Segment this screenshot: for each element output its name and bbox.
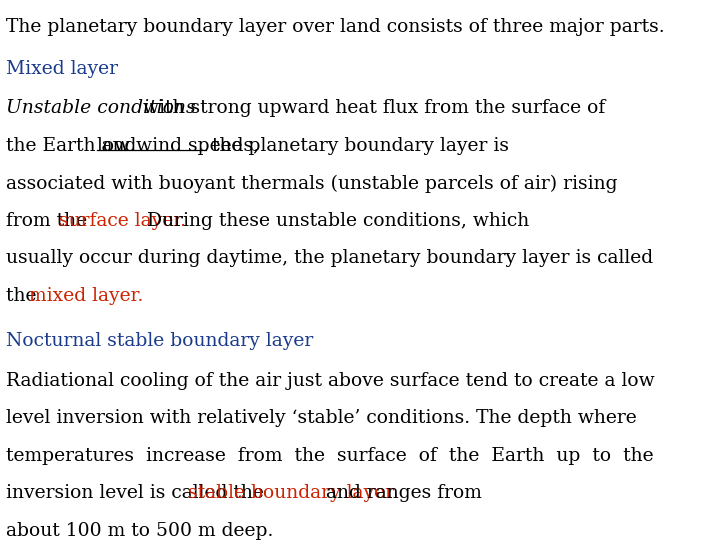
Text: the Earth and: the Earth and bbox=[6, 137, 143, 154]
Text: associated with buoyant thermals (unstable parcels of air) rising: associated with buoyant thermals (unstab… bbox=[6, 174, 618, 193]
Text: from the: from the bbox=[6, 212, 94, 230]
Text: Nocturnal stable boundary layer: Nocturnal stable boundary layer bbox=[6, 332, 313, 350]
Text: the planetary boundary layer is: the planetary boundary layer is bbox=[206, 137, 509, 154]
Text: mixed layer.: mixed layer. bbox=[30, 287, 144, 305]
Text: low wind speeds,: low wind speeds, bbox=[97, 137, 259, 154]
Text: inversion level is called the: inversion level is called the bbox=[6, 484, 270, 502]
Text: and ranges from: and ranges from bbox=[320, 484, 482, 502]
Text: Radiational cooling of the air just above surface tend to create a low: Radiational cooling of the air just abov… bbox=[6, 372, 654, 390]
Text: the: the bbox=[6, 287, 42, 305]
Text: with strong upward heat flux from the surface of: with strong upward heat flux from the su… bbox=[137, 99, 605, 117]
Text: Unstable conditions: Unstable conditions bbox=[6, 99, 196, 117]
Text: about 100 m to 500 m deep.: about 100 m to 500 m deep. bbox=[6, 522, 274, 540]
Text: The planetary boundary layer over land consists of three major parts.: The planetary boundary layer over land c… bbox=[6, 18, 665, 36]
Text: surface layer.: surface layer. bbox=[59, 212, 186, 230]
Text: Mixed layer: Mixed layer bbox=[6, 59, 118, 78]
Text: usually occur during daytime, the planetary boundary layer is called: usually occur during daytime, the planet… bbox=[6, 249, 653, 267]
Text: stable boundary layer: stable boundary layer bbox=[188, 484, 394, 502]
Text: temperatures  increase  from  the  surface  of  the  Earth  up  to  the: temperatures increase from the surface o… bbox=[6, 447, 654, 465]
Text: During these unstable conditions, which: During these unstable conditions, which bbox=[140, 212, 528, 230]
Text: level inversion with relatively ‘stable’ conditions. The depth where: level inversion with relatively ‘stable’… bbox=[6, 409, 637, 427]
